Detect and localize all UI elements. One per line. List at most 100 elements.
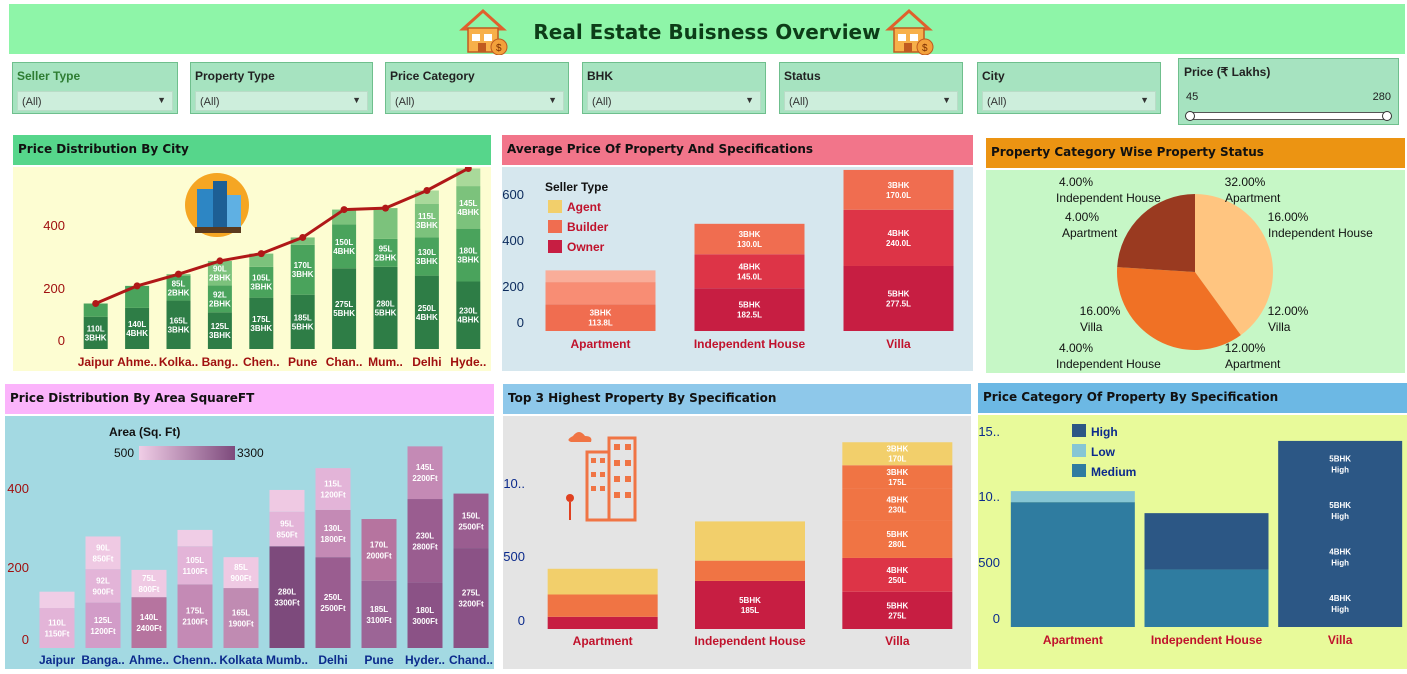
data-label: 4BHK (457, 208, 479, 217)
data-label: 180L (416, 606, 434, 615)
data-label: 175L (186, 607, 204, 616)
bar-segment (843, 209, 954, 266)
data-label: 3BHK (292, 270, 314, 279)
line-point (340, 206, 348, 214)
y-tick-label: 0 (518, 613, 525, 628)
legend-title: Seller Type (545, 180, 608, 194)
y-tick-label: 500 (978, 555, 1000, 570)
filter-price-category[interactable]: Price Category (All) ▼ (385, 62, 569, 114)
pie-label-name: Independent House (1056, 191, 1161, 205)
line-point (423, 186, 431, 194)
slider-max-handle[interactable] (1382, 111, 1392, 121)
bar-segment (177, 584, 213, 648)
filter-status[interactable]: Status (All) ▼ (779, 62, 963, 114)
data-label: High (1331, 559, 1349, 568)
panel-city: 0 200 400 110L 3BHK Jaipur 140L 4BHK Ahme.. 165L 3… (13, 164, 491, 371)
pie-label-percent: 12.00% (1225, 341, 1266, 355)
filter-select[interactable]: (All) ▼ (784, 91, 958, 111)
panel-avg: 0 200 400 600 3BHK 113.8L Apartment 5BHK 182.5L 4… (502, 167, 973, 371)
category-label: Jaipur (78, 355, 114, 369)
line-point (299, 233, 307, 241)
y-tick-label: 400 (7, 481, 29, 496)
chart-city: 0200400110L3BHKJaipur140L4BHKAhme..165L3… (43, 164, 486, 369)
data-label: 1900Ft (228, 620, 254, 629)
data-label: 1200Ft (90, 627, 116, 636)
bar-segment (694, 288, 805, 331)
data-label: 900Ft (93, 587, 114, 596)
bar-segment (249, 297, 274, 349)
slider-track[interactable] (1187, 112, 1390, 120)
data-label: 90L (96, 543, 110, 552)
data-label: 125L (211, 322, 229, 331)
category-label: Chan.. (326, 355, 363, 369)
filter-city[interactable]: City (All) ▼ (977, 62, 1161, 114)
legend-label: Medium (1091, 465, 1136, 479)
data-label: 90L (213, 265, 227, 274)
bar-segment (1010, 491, 1135, 503)
bar-segment (545, 304, 656, 331)
data-label: 3BHK (416, 221, 438, 230)
bar-segment (39, 608, 75, 648)
y-tick-label: 200 (43, 281, 65, 296)
bar-segment (361, 519, 397, 581)
y-tick-label: 15.. (978, 424, 1000, 439)
bar-segment (1144, 569, 1269, 627)
chart-status: 4.00% Independent House 4.00% Apartment 16.0… (1056, 175, 1373, 371)
bar-segment (315, 509, 351, 558)
category-label: Kolkata (219, 653, 263, 667)
category-label: Ahme.. (117, 355, 157, 369)
legend-swatch (1072, 424, 1086, 437)
city-buildings-icon (185, 173, 249, 237)
price-range-slider[interactable]: Price (₹ Lakhs) 45 280 (1178, 58, 1399, 125)
data-label: 3100Ft (366, 616, 392, 625)
data-label: 2500Ft (458, 522, 484, 531)
bar-segment (842, 488, 953, 521)
bar-segment (1144, 513, 1269, 570)
data-label: 230L (416, 531, 434, 540)
line-point (464, 164, 472, 172)
data-label: 185L (370, 605, 388, 614)
data-label: 110L (87, 324, 105, 333)
y-tick-label: 400 (502, 233, 524, 248)
filter-property-type[interactable]: Property Type (All) ▼ (190, 62, 373, 114)
pie-label-percent: 16.00% (1080, 304, 1121, 318)
data-label: 3BHK (739, 230, 761, 239)
svg-text:$: $ (496, 43, 502, 54)
data-label: 185L (741, 606, 759, 615)
line-point (92, 300, 100, 307)
data-label: 140L (128, 320, 146, 329)
filter-bhk[interactable]: BHK (All) ▼ (582, 62, 766, 114)
bar-segment (373, 208, 398, 239)
data-label: 1800Ft (320, 535, 346, 544)
pie-label-percent: 4.00% (1065, 210, 1099, 224)
legend-label: High (1091, 425, 1118, 439)
filter-select[interactable]: (All) ▼ (17, 91, 173, 111)
category-label: Hyder.. (405, 653, 445, 667)
total-price-line (95, 167, 470, 305)
filter-select[interactable]: (All) ▼ (195, 91, 368, 111)
category-label: Independent House (694, 337, 806, 351)
filter-seller-type[interactable]: Seller Type (All) ▼ (12, 62, 178, 114)
data-label: 2BHK (209, 274, 231, 283)
bar-segment (842, 465, 953, 489)
filter-select[interactable]: (All) ▼ (982, 91, 1156, 111)
filter-select[interactable]: (All) ▼ (390, 91, 564, 111)
bar-segment (315, 557, 351, 648)
bar-segment (453, 493, 489, 549)
data-label: 850Ft (277, 531, 298, 540)
data-label: 4BHK (886, 566, 908, 575)
data-label: 145L (459, 199, 477, 208)
pie-label-name: Independent House (1268, 226, 1373, 240)
line-point (382, 204, 389, 212)
panel-title-avg: Average Price Of Property And Specificat… (502, 135, 973, 165)
data-label: 2400Ft (136, 624, 162, 633)
pie-slice (1117, 267, 1241, 350)
bar-segment (207, 285, 232, 313)
data-label: 130L (418, 248, 436, 257)
category-label: Independent House (1151, 633, 1263, 647)
filter-select[interactable]: (All) ▼ (587, 91, 761, 111)
chevron-down-icon: ▼ (942, 95, 951, 105)
legend-label: Low (1091, 445, 1116, 459)
slider-min-handle[interactable] (1185, 111, 1195, 121)
chevron-down-icon: ▼ (157, 95, 166, 105)
